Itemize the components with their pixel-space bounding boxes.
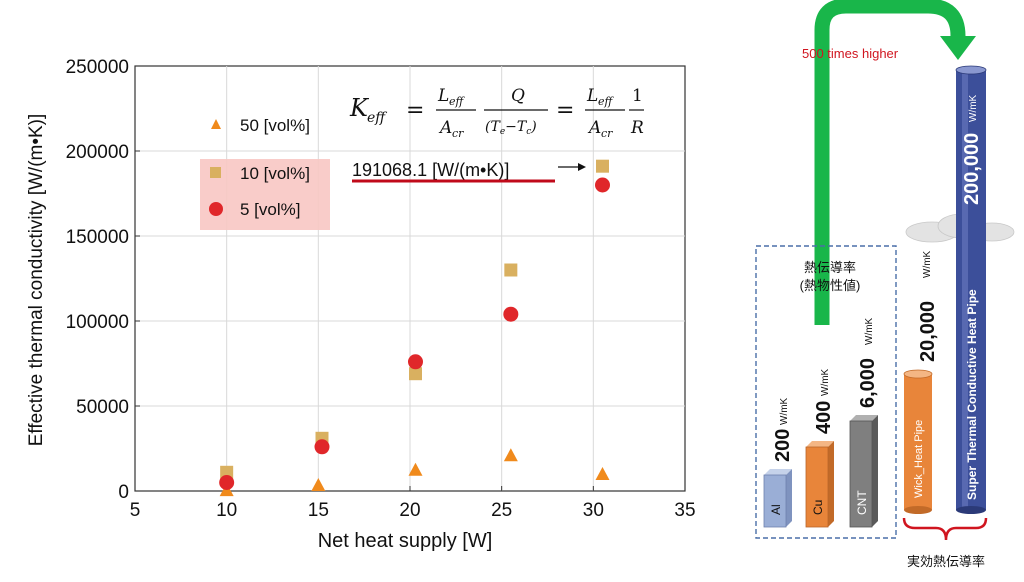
bar-value: 200 xyxy=(772,429,794,462)
bar-unit: W/mK xyxy=(779,397,790,425)
legend-label: 50 [vol%] xyxy=(240,116,310,135)
data-point-triangle xyxy=(595,467,610,480)
annotation-arrowhead xyxy=(578,163,586,171)
bar-value: 20,000 xyxy=(917,301,939,362)
data-point-circle xyxy=(408,354,423,370)
y-tick-label: 100000 xyxy=(66,312,129,333)
arrow-head xyxy=(940,36,976,60)
data-point-square xyxy=(504,263,518,277)
eq-den2: (Te−Tc) xyxy=(485,119,537,137)
eq-num4: 1 xyxy=(632,86,643,106)
data-point-circle xyxy=(219,475,235,490)
bar-unit: W/mK xyxy=(922,250,933,278)
legend-label: 10 [vol%] xyxy=(240,164,310,183)
bar-name: Super Thermal Conductive Heat Pipe xyxy=(965,289,979,500)
eq-equals: = xyxy=(406,98,424,123)
data-points xyxy=(219,159,610,497)
bar-unit: W/mK xyxy=(968,94,979,122)
x-tick-label: 20 xyxy=(399,500,420,521)
comparison-diagram: 500 times higher 熱伝導率 (熱物性値) Al 200 W/mK… xyxy=(755,0,1015,569)
data-point-square xyxy=(596,159,609,173)
y-tick-label: 0 xyxy=(118,482,129,503)
legend-label: 5 [vol%] xyxy=(240,200,300,219)
eq-den1: A xyxy=(438,118,452,138)
eq-den3: A xyxy=(587,118,601,138)
x-tick-label: 10 xyxy=(216,500,237,521)
legend: 50 [vol%] 10 [vol%] 5 [vol%] xyxy=(200,116,330,230)
eq-num3-sub: eff xyxy=(598,95,615,108)
eq-num1: L xyxy=(437,86,449,106)
bar-value: 6,000 xyxy=(857,358,879,408)
brace xyxy=(902,517,988,541)
eq-den3-sub: cr xyxy=(601,127,613,140)
eq-num2: Q xyxy=(511,86,525,106)
eq-num3: L xyxy=(586,86,598,106)
box-title: 熱伝導率 xyxy=(804,260,856,275)
bar-name: CNT xyxy=(855,490,869,515)
data-point-circle xyxy=(595,177,610,193)
x-tick-label: 30 xyxy=(583,500,604,521)
bar-name: Wick_Heat Pipe xyxy=(913,420,925,498)
bar-cu: Cu 400 W/mK xyxy=(805,368,835,528)
legend-highlight xyxy=(200,159,330,230)
data-point-circle xyxy=(314,439,330,455)
data-point-triangle xyxy=(311,478,326,492)
bar-wick-heat-pipe: Wick_Heat Pipe 20,000 W/mK xyxy=(903,250,939,514)
data-point-triangle xyxy=(408,462,423,476)
data-point-square xyxy=(220,465,234,479)
bar-unit: W/mK xyxy=(864,317,875,345)
legend-marker-triangle xyxy=(211,119,221,129)
bar-cnt: CNT 6,000 W/mK xyxy=(849,317,879,528)
x-axis-label: Net heat supply [W] xyxy=(318,530,493,552)
y-axis-label: Effective thermal conductivity [W/(m•K)] xyxy=(26,114,47,447)
scatter-chart: 5 10 15 20 25 30 35 0 50000 100000 150000 200000 250… xyxy=(26,57,696,552)
eq-k-sub: eff xyxy=(367,110,387,126)
y-tick-label: 50000 xyxy=(76,397,129,418)
bar-value: 200,000 xyxy=(961,133,983,205)
y-tick-label: 250000 xyxy=(66,57,129,78)
x-tick-label: 35 xyxy=(674,500,695,521)
data-point-square xyxy=(409,367,422,381)
box-subtitle: (熱物性値) xyxy=(800,278,861,293)
data-point-triangle xyxy=(503,448,518,462)
bar-value: 400 xyxy=(813,401,835,434)
arrow-label: 500 times higher xyxy=(802,46,899,61)
x-tick-label: 15 xyxy=(308,500,329,521)
y-tick-label: 150000 xyxy=(66,227,129,248)
y-tick-label: 200000 xyxy=(66,142,129,163)
x-tick-label: 5 xyxy=(130,500,141,521)
bar-name: Cu xyxy=(811,500,825,515)
gridlines xyxy=(135,66,685,491)
legend-marker-square xyxy=(210,167,221,178)
x-tick-label: 25 xyxy=(491,500,512,521)
legend-marker-circle xyxy=(209,202,223,216)
bar-unit: W/mK xyxy=(820,368,831,396)
eq-den1-sub: cr xyxy=(452,127,464,140)
bottom-label: 実効熱伝導率 xyxy=(907,554,985,569)
peak-annotation: 191068.1 [W/(m•K)] xyxy=(352,160,509,180)
bar-super-heat-pipe: Super Thermal Conductive Heat Pipe 200,0… xyxy=(955,65,987,514)
eq-num1-sub: eff xyxy=(449,95,466,108)
eq-k: K xyxy=(349,94,370,122)
eq-den4: R xyxy=(630,118,644,138)
equation: K eff = L eff A cr Q (Te−Tc) = L eff A c… xyxy=(349,86,644,140)
bar-al: Al 200 W/mK xyxy=(763,397,794,528)
bar-name: Al xyxy=(769,504,783,515)
axis-ticks: 5 10 15 20 25 30 35 0 50000 100000 150000 200000 250… xyxy=(66,57,696,521)
eq-equals: = xyxy=(556,98,574,123)
data-point-circle xyxy=(503,306,519,322)
comparison-arrow xyxy=(814,0,966,325)
